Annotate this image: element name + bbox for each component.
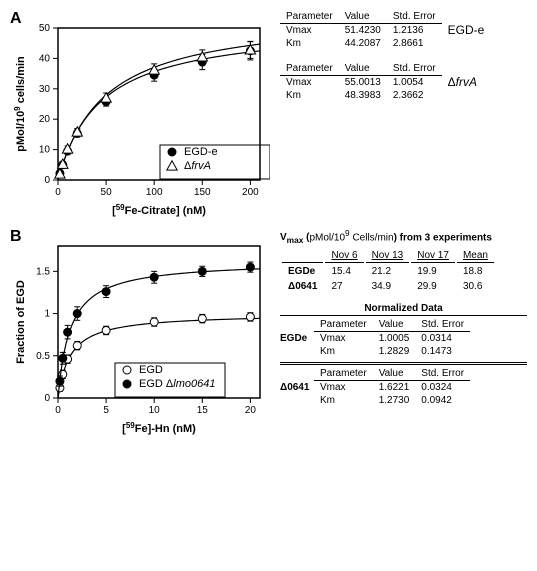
svg-text:0: 0 — [44, 175, 50, 186]
panel-b: B 0510152000.511.5[59Fe]-Hn (nM)Fraction… — [10, 228, 527, 438]
svg-text:100: 100 — [146, 187, 163, 198]
svg-text:1: 1 — [44, 309, 50, 320]
svg-text:20: 20 — [39, 114, 51, 125]
svg-text:[59Fe]-Hn (nM): [59Fe]-Hn (nM) — [122, 421, 196, 435]
svg-text:ΔfrvA: ΔfrvA — [184, 160, 211, 172]
svg-text:0: 0 — [55, 405, 61, 416]
divider — [280, 362, 527, 365]
normalized-title: Normalized Data — [280, 303, 527, 316]
param-table: ParameterValueStd. ErrorVmax55.00131.005… — [280, 62, 527, 102]
strain-label: ΔfrvA — [442, 75, 477, 89]
svg-text:30: 30 — [39, 84, 51, 95]
normalized-block: EGDeParameterValueStd. ErrorVmax1.00050.… — [280, 318, 527, 358]
svg-text:50: 50 — [39, 23, 51, 34]
svg-text:20: 20 — [245, 405, 257, 416]
svg-text:0: 0 — [55, 187, 61, 198]
panel-a-tables: ParameterValueStd. ErrorVmax51.42301.213… — [270, 10, 527, 114]
param-table: ParameterValueStd. ErrorVmax51.42301.213… — [280, 10, 527, 50]
svg-text:EGD Δlmo0641: EGD Δlmo0641 — [139, 378, 215, 390]
svg-text:1.5: 1.5 — [36, 266, 50, 277]
svg-text:200: 200 — [242, 187, 259, 198]
panel-b-chart: 0 5 10 15 20 0 0.5 1 1.5 [59Fe]-Hn (nM) Fraction o… — [10, 228, 270, 438]
vmax-title: Vmax (pMol/109 Cells/min) from 3 experim… — [280, 228, 527, 245]
svg-text:EGD-e: EGD-e — [184, 146, 218, 158]
svg-text:10: 10 — [149, 405, 161, 416]
strain-label: EGD-e — [442, 23, 485, 37]
svg-text:[59Fe-Citrate] (nM): [59Fe-Citrate] (nM) — [112, 203, 206, 217]
panel-b-side: Vmax (pMol/109 Cells/min) from 3 experim… — [270, 228, 527, 411]
svg-text:0.5: 0.5 — [36, 351, 50, 362]
svg-text:40: 40 — [39, 53, 51, 64]
svg-text:5: 5 — [103, 405, 109, 416]
svg-text:15: 15 — [197, 405, 209, 416]
panel-a: A 05010015020001020304050[59Fe-Citrate] … — [10, 10, 527, 220]
svg-text:Fraction of EGD: Fraction of EGD — [15, 280, 27, 364]
svg-text:pMol/109 cells/min: pMol/109 cells/min — [13, 56, 27, 152]
svg-text:EGD: EGD — [139, 364, 163, 376]
svg-text:150: 150 — [194, 187, 211, 198]
normalized-block: Δ0641ParameterValueStd. ErrorVmax1.62210… — [280, 367, 527, 407]
vmax-table: Nov 6Nov 13Nov 17MeanEGDe15.421.219.918.… — [280, 247, 496, 295]
svg-text:50: 50 — [101, 187, 113, 198]
svg-text:0: 0 — [44, 393, 50, 404]
svg-text:10: 10 — [39, 145, 51, 156]
panel-a-chart: 0 50 100 150 200 0 10 20 30 40 50 [59Fe-Citrate] (n… — [10, 10, 270, 220]
